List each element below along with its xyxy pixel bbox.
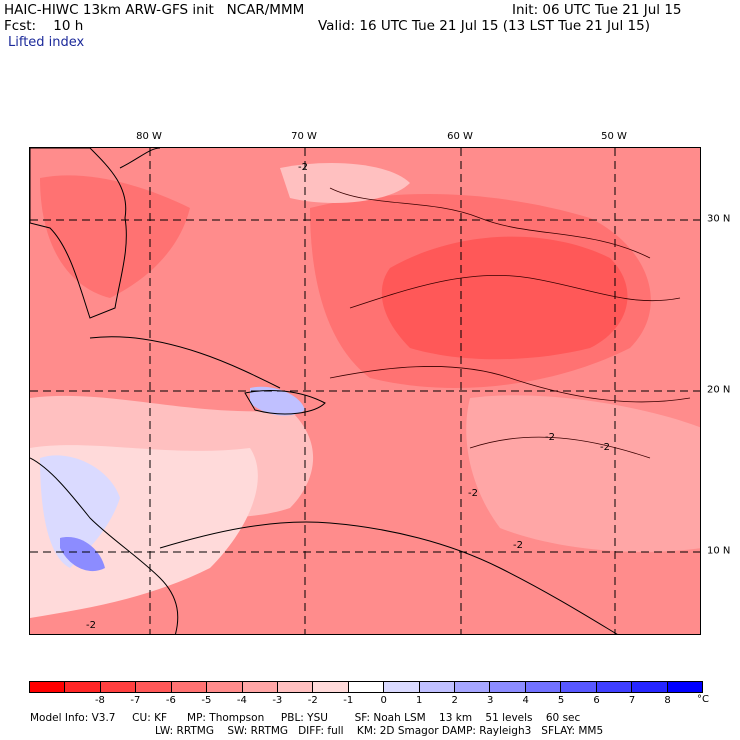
colorbar-tick-label: -5 xyxy=(201,695,212,706)
colorbar-unit: °C xyxy=(697,694,709,705)
field-region-florida xyxy=(40,175,190,298)
contour-line-1 xyxy=(329,187,651,259)
colorbar-cell xyxy=(525,682,562,692)
colorbar-tick-label: -6 xyxy=(165,695,176,706)
colorbar-cell xyxy=(348,682,385,692)
colorbar-tick-label: 5 xyxy=(557,695,565,706)
colorbar-cell xyxy=(100,682,137,692)
colorbar-tick-label: 0 xyxy=(380,695,387,706)
colorbar-cell xyxy=(667,682,703,692)
graticule xyxy=(30,148,700,634)
contour-labels: -2 -2 -2 -2 -2 -2 xyxy=(86,162,610,631)
lat-label-10n: 10 N xyxy=(707,545,731,557)
contour-label: -2 xyxy=(600,442,610,453)
colorbar-tick-label: 4 xyxy=(522,695,529,706)
contour-line-3 xyxy=(349,275,681,309)
lon-label-60w: 60 W xyxy=(447,131,473,142)
colorbar-cell xyxy=(313,682,349,692)
model-info-line1: Model Info: V3.7 CU: KF MP: Thompson PBL… xyxy=(30,712,581,724)
lat-label-30n: 30 N xyxy=(707,213,731,225)
colorbar-cell xyxy=(561,682,597,692)
lon-label-50w: 50 W xyxy=(601,131,627,142)
colorbar-cell xyxy=(419,682,456,692)
lifted-index-map: -2 -2 -2 -2 -2 -2 xyxy=(29,147,701,635)
contours-minus2 xyxy=(329,187,691,459)
colorbar-cell xyxy=(207,682,243,692)
lon-label-80w: 80 W xyxy=(136,131,162,142)
title-left: HAIC-HIWC 13km ARW-GFS init NCAR/MMM xyxy=(4,2,305,18)
colorbar-tick-label: 1 xyxy=(416,695,423,706)
colorbar-tick-label: 2 xyxy=(451,695,458,706)
field-region-stable-core xyxy=(60,537,105,572)
colorbar-tick-label: 7 xyxy=(628,695,636,706)
field-region-north-stable xyxy=(280,163,410,203)
contour-label: -2 xyxy=(513,540,523,551)
contour-label: -2 xyxy=(86,620,96,631)
colorbar xyxy=(29,681,703,693)
colorbar-cell xyxy=(384,682,420,692)
field-name: Lifted index xyxy=(8,35,85,50)
colorbar-tick-label: -4 xyxy=(236,695,247,706)
field-region-positive-hispaniola xyxy=(250,386,305,416)
colorbar-ticks: -8 -7 -6 -5 -4 -3 -2 -1 0 1 2 3 4 5 6 7 8 xyxy=(29,695,703,707)
lon-label-70w: 70 W xyxy=(291,131,317,142)
coastline-georgia xyxy=(119,148,161,169)
colorbar-cell xyxy=(242,682,278,692)
colorbar-cell xyxy=(596,682,633,692)
colorbar-tick-label: -7 xyxy=(130,695,141,706)
colorbar-cell xyxy=(30,682,66,692)
contour-line-4 xyxy=(469,436,651,459)
contour-line-2 xyxy=(329,366,691,403)
model-info-line2: LW: RRTMG SW: RRTMG DIFF: full KM: 2D Sm… xyxy=(155,725,604,737)
forecast-hour: Fcst: 10 h xyxy=(4,18,84,34)
colorbar-cell xyxy=(277,682,314,692)
lat-label-20n: 20 N xyxy=(707,384,731,396)
colorbar-cell xyxy=(136,682,172,692)
colorbar-tick-label: 3 xyxy=(486,695,494,706)
coastline-south-america xyxy=(159,521,618,634)
contour-label: -2 xyxy=(545,432,555,443)
colorbar-tick-label: -8 xyxy=(94,695,105,706)
colorbar-cell xyxy=(632,682,668,692)
field-region-unstable-core xyxy=(381,236,628,360)
colorbar-cell xyxy=(455,682,491,692)
colorbar-tick-label: -1 xyxy=(343,695,354,706)
colorbar-cell xyxy=(171,682,208,692)
coastline-central-america xyxy=(30,457,179,634)
colorbar-cell xyxy=(490,682,526,692)
colorbar-tick-label: -3 xyxy=(272,695,283,706)
coastline-cuba xyxy=(89,336,281,389)
colorbar-tick-label: -2 xyxy=(307,695,318,706)
map-canvas: -2 -2 -2 -2 -2 -2 xyxy=(30,148,700,634)
contour-label: -2 xyxy=(298,162,308,173)
coastline-florida xyxy=(30,148,127,319)
field-region-east-tropics xyxy=(466,395,700,552)
contour-label: -2 xyxy=(468,488,478,499)
colorbar-cell xyxy=(65,682,101,692)
init-time: Init: 06 UTC Tue 21 Jul 15 xyxy=(512,2,682,18)
colorbar-tick-label: 6 xyxy=(593,695,600,706)
colorbar-tick-label: 8 xyxy=(664,695,671,706)
coastline-hispaniola xyxy=(244,389,326,415)
valid-time: Valid: 16 UTC Tue 21 Jul 15 (13 LST Tue … xyxy=(318,18,650,34)
